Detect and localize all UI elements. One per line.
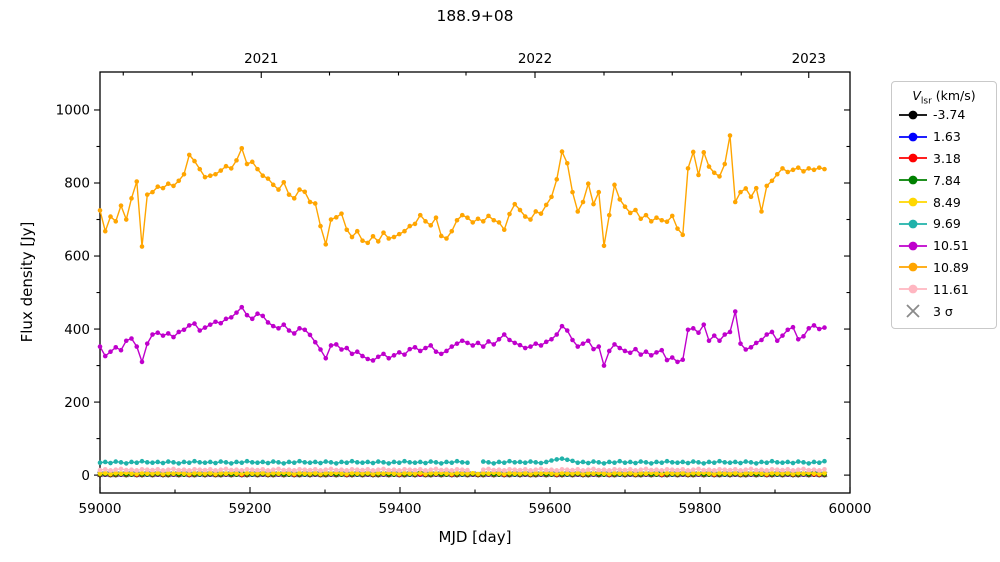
sigma-x-icon bbox=[906, 304, 920, 318]
x-tick-label: 59400 bbox=[379, 501, 422, 517]
series-10.89 bbox=[97, 133, 827, 249]
legend-title: Vlsr (km/s) bbox=[898, 87, 990, 107]
legend-line-marker-icon bbox=[899, 263, 927, 272]
legend-entry-label: 10.51 bbox=[933, 238, 969, 254]
y-tick-label: 600 bbox=[64, 249, 90, 265]
series-9.69 bbox=[97, 456, 827, 466]
legend-line-marker-icon bbox=[899, 284, 927, 294]
legend-entry-label: 3.18 bbox=[933, 150, 961, 166]
x-tick-label: 59800 bbox=[679, 501, 722, 517]
legend-entry-9.69: 9.69 bbox=[898, 213, 990, 235]
legend-entry-7.84: 7.84 bbox=[898, 169, 990, 191]
x-tick-label: 59000 bbox=[79, 501, 122, 517]
series-10.51 bbox=[97, 304, 827, 368]
legend-entry-label: 9.69 bbox=[933, 216, 961, 232]
x-tick-label: 60000 bbox=[829, 501, 872, 517]
legend: Vlsr (km/s) -3.74 1.63 3.18 7.84 8.49 9.69 10.… bbox=[891, 81, 997, 329]
chart-title: 188.9+08 bbox=[436, 7, 514, 25]
y-tick-label: 400 bbox=[64, 322, 90, 338]
legend-line-marker-icon bbox=[899, 154, 927, 163]
y-tick-label: 800 bbox=[64, 176, 90, 192]
legend-line-marker-icon bbox=[899, 110, 927, 120]
legend-title-symbol: V bbox=[912, 88, 921, 103]
legend-entry-label: -3.74 bbox=[933, 107, 966, 123]
y-tick-label: 200 bbox=[64, 395, 90, 411]
legend-entry-label: 7.84 bbox=[933, 172, 961, 188]
legend-entry-label: 3 σ bbox=[933, 303, 953, 319]
plot-frame bbox=[99, 71, 851, 494]
legend-entry-1.63: 1.63 bbox=[898, 126, 990, 148]
legend-entry-label: 10.89 bbox=[933, 259, 969, 275]
legend-entry-10.51: 10.51 bbox=[898, 235, 990, 257]
legend-title-subscript: lsr bbox=[920, 96, 932, 107]
legend-entry-11.61: 11.61 bbox=[898, 278, 990, 300]
top-tick-label: 2021 bbox=[244, 51, 278, 67]
legend-entry-3σ: 3 σ bbox=[898, 300, 990, 322]
legend-entry--3.74: -3.74 bbox=[898, 104, 990, 126]
legend-entry-8.49: 8.49 bbox=[898, 191, 990, 213]
x-axis-label: MJD [day] bbox=[438, 528, 512, 546]
legend-line-marker-icon bbox=[899, 219, 927, 229]
legend-line-marker-icon bbox=[899, 241, 927, 251]
y-tick-label: 1000 bbox=[56, 103, 90, 119]
legend-line-marker-icon bbox=[899, 132, 927, 142]
top-tick-label: 2023 bbox=[792, 51, 826, 67]
legend-entry-label: 8.49 bbox=[933, 194, 961, 210]
y-axis-label: Flux density [Jy] bbox=[18, 221, 36, 343]
legend-title-units: (km/s) bbox=[931, 88, 976, 103]
series-11.61 bbox=[97, 466, 827, 473]
top-tick-label: 2022 bbox=[518, 51, 552, 67]
legend-entry-label: 11.61 bbox=[933, 281, 969, 297]
x-tick-label: 59600 bbox=[529, 501, 572, 517]
legend-line-marker-icon bbox=[899, 175, 927, 185]
legend-entry-3.18: 3.18 bbox=[898, 148, 990, 170]
legend-entry-label: 1.63 bbox=[933, 129, 961, 145]
x-tick-label: 59200 bbox=[229, 501, 272, 517]
y-tick-label: 0 bbox=[81, 468, 90, 484]
legend-line-marker-icon bbox=[899, 197, 927, 207]
legend-entry-10.89: 10.89 bbox=[898, 257, 990, 279]
